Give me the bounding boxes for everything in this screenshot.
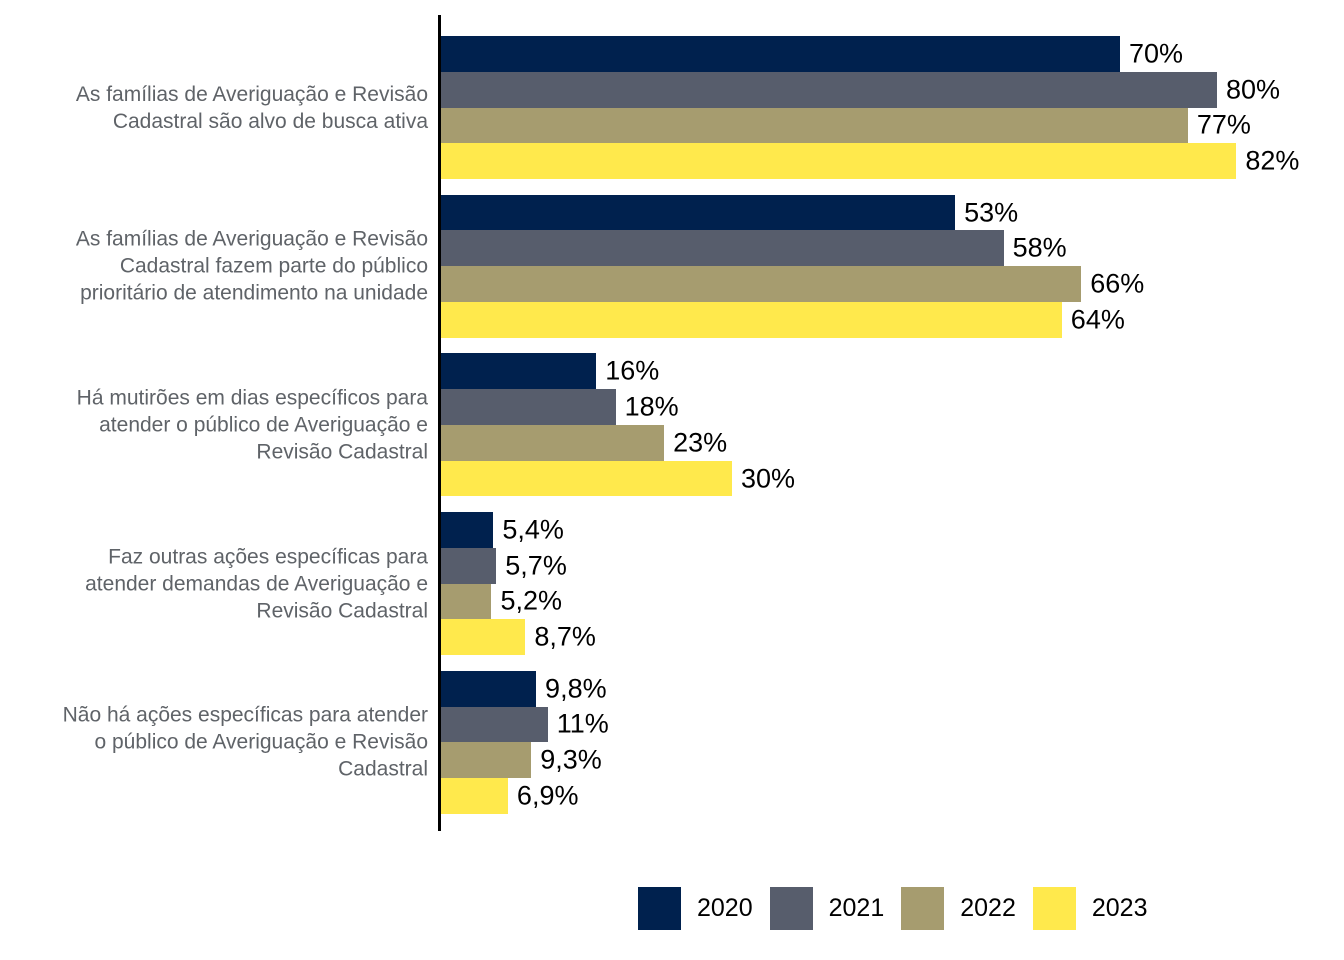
legend-item-2020: 2020 [638,887,753,930]
bar-2021-category-5 [441,706,548,743]
bar-2022-category-2 [441,266,1082,302]
bar-2021-category-1 [441,71,1217,108]
value-label-2020: 53% [964,197,1019,228]
value-label-2020: 9,8% [545,673,607,704]
bar-2023-category-5 [441,778,508,814]
legend-item-2023: 2023 [1032,887,1148,930]
value-label-2020: 70% [1129,38,1184,69]
bar-2023-category-2 [441,301,1062,338]
bar-2021-category-3 [441,389,616,425]
value-label-2021: 58% [1012,232,1067,263]
bar-2022-category-4 [441,583,492,620]
legend-swatch-2021 [769,887,813,930]
bar-2022-category-5 [441,742,532,779]
value-label-2020: 5,4% [502,514,564,545]
value-label-2022: 77% [1196,109,1251,140]
value-label-2021: 5,7% [505,550,567,581]
category-label: As famílias de Averiguação e Revisão Cad… [75,82,428,133]
bar-2023-category-4 [441,619,526,656]
value-label-2022: 9,3% [540,744,602,775]
legend-label: 2022 [960,894,1016,922]
value-label-2022: 23% [673,427,728,458]
bar-2020-category-1 [441,36,1120,72]
category-label: Há mutirões em dias específicos para ate… [76,386,428,464]
legend-label: 2020 [697,894,753,922]
bar-2023-category-1 [441,143,1237,179]
value-label-2023: 64% [1070,304,1125,335]
bar-2022-category-3 [441,424,665,461]
value-label-2022: 5,2% [500,585,562,616]
bar-2020-category-5 [441,670,537,707]
bar-2022-category-1 [441,107,1188,144]
value-label-2023: 8,7% [534,621,596,652]
bar-2021-category-4 [441,547,497,584]
y-axis-line [438,15,441,831]
legend-swatch-2022 [901,887,945,930]
value-label-2023: 82% [1245,145,1300,176]
bar-2023-category-3 [441,460,732,497]
value-label-2023: 30% [741,463,796,494]
legend-label: 2021 [828,894,885,922]
legend-item-2022: 2022 [901,887,1016,930]
legend: 2020 2021 2022 2023 [638,887,1165,930]
value-label-2021: 18% [624,391,679,422]
legend-swatch-2020 [638,887,681,930]
value-label-2021: 11% [556,708,609,739]
bar-2020-category-4 [441,512,494,548]
value-label-2020: 16% [605,355,660,386]
value-label-2023: 6,9% [516,780,579,811]
category-label: Faz outras ações específicas para atende… [85,545,428,623]
legend-item-2021: 2021 [769,887,885,930]
bar-2020-category-2 [441,194,956,231]
category-label: As famílias de Averiguação e Revisão Cad… [75,227,428,305]
bar-2020-category-3 [441,353,597,390]
value-label-2022: 66% [1090,268,1145,299]
category-label: Não há ações específicas para atender o … [62,703,428,781]
legend-label: 2023 [1091,894,1148,922]
bar-2021-category-2 [441,230,1004,267]
legend-swatch-2023 [1032,887,1076,930]
value-label-2021: 80% [1226,74,1281,105]
